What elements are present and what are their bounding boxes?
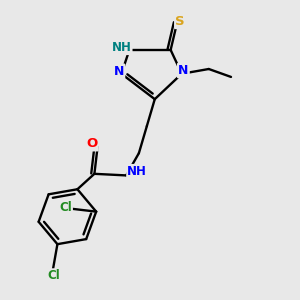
Text: N: N: [178, 64, 188, 77]
Text: Cl: Cl: [47, 269, 60, 282]
Text: NH: NH: [128, 165, 147, 178]
Text: N: N: [114, 65, 124, 78]
Text: O: O: [86, 137, 98, 150]
Text: NH: NH: [112, 41, 131, 54]
Text: Cl: Cl: [59, 201, 72, 214]
Text: S: S: [176, 15, 185, 28]
